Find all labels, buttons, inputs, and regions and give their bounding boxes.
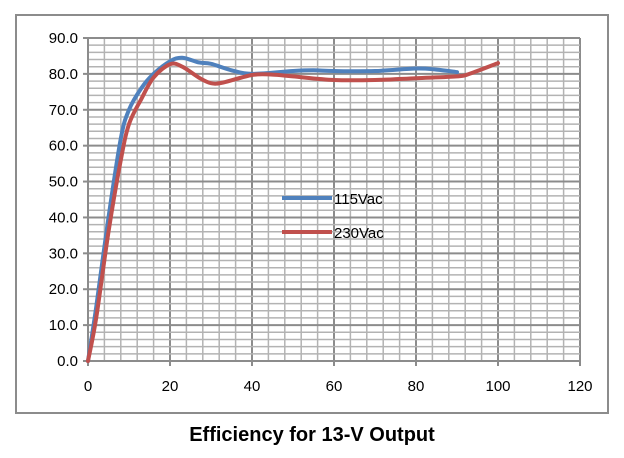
y-tick-label: 30.0 <box>49 245 78 262</box>
x-tick-label: 40 <box>244 378 261 395</box>
y-tick-label: 0.0 <box>57 353 78 370</box>
y-tick-label: 90.0 <box>49 30 78 47</box>
axes: 0 20 40 60 80 100 120 0.0 10.0 20.0 30.0 40.0 50.0 60… <box>49 30 593 395</box>
legend-label-230Vac: 230Vac <box>334 225 384 242</box>
chart-frame <box>15 14 609 414</box>
y-tick-label: 50.0 <box>49 174 78 191</box>
series-line-230Vac <box>86 61 500 363</box>
y-tick-label: 60.0 <box>49 138 78 155</box>
legend-label-115Vac: 115Vac <box>334 191 383 208</box>
y-tick-label: 80.0 <box>49 66 78 83</box>
x-tick-label: 120 <box>567 378 592 395</box>
series-lines <box>86 55 500 363</box>
y-tick-label: 10.0 <box>49 317 78 334</box>
x-tick-label: 100 <box>485 378 510 395</box>
x-tick-label: 80 <box>408 378 425 395</box>
y-tick-label: 40.0 <box>49 209 78 226</box>
chart-title: Efficiency for 13-V Output <box>189 424 435 446</box>
x-tick-label: 20 <box>162 378 179 395</box>
legend: 115Vac 230Vac <box>282 191 384 242</box>
x-tick-label: 60 <box>326 378 343 395</box>
series-line-115Vac <box>86 55 459 363</box>
x-tick-label: 0 <box>84 378 92 395</box>
y-tick-label: 70.0 <box>49 102 78 119</box>
y-tick-label: 20.0 <box>49 281 78 298</box>
